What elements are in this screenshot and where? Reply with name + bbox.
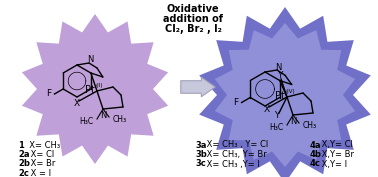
Text: H₃C: H₃C: [79, 116, 93, 125]
Polygon shape: [199, 7, 371, 177]
Text: 3c: 3c: [195, 159, 206, 169]
Text: Cl₂, Br₂ , I₂: Cl₂, Br₂ , I₂: [164, 24, 222, 34]
Text: 3b: 3b: [195, 150, 207, 159]
Text: 4a: 4a: [310, 141, 322, 150]
Text: X= CH₃ ,Y= I: X= CH₃ ,Y= I: [204, 159, 260, 169]
Text: X: X: [264, 104, 270, 113]
Text: H₃C: H₃C: [269, 122, 283, 132]
Text: Y: Y: [274, 112, 280, 121]
Text: 3a: 3a: [195, 141, 206, 150]
Text: (II): (II): [96, 83, 104, 88]
Text: F: F: [46, 90, 51, 98]
Text: X,Y= Cl: X,Y= Cl: [319, 141, 353, 150]
Text: N: N: [290, 117, 296, 126]
Text: CH₃: CH₃: [303, 121, 317, 130]
Text: 4b: 4b: [310, 150, 322, 159]
Text: X= Br: X= Br: [28, 159, 55, 169]
Text: 2b: 2b: [18, 159, 30, 169]
Text: Pt: Pt: [275, 91, 285, 101]
Text: N: N: [100, 111, 106, 120]
FancyArrowPatch shape: [181, 77, 215, 97]
Text: Pt: Pt: [85, 85, 95, 95]
Polygon shape: [215, 23, 355, 167]
Text: N: N: [87, 56, 93, 64]
Text: X= CH₃ , Y= Cl: X= CH₃ , Y= Cl: [204, 141, 269, 150]
Text: CH₃: CH₃: [113, 115, 127, 124]
Text: Oxidative: Oxidative: [167, 4, 219, 14]
Text: Y: Y: [277, 72, 283, 81]
Text: X= CH₃, Y= Br: X= CH₃, Y= Br: [204, 150, 267, 159]
Text: X: X: [74, 98, 80, 107]
Text: X= Cl: X= Cl: [28, 150, 54, 159]
Text: 4c: 4c: [310, 159, 321, 169]
Text: 2a: 2a: [18, 150, 29, 159]
Text: F: F: [234, 98, 239, 107]
Text: X,Y= Br: X,Y= Br: [319, 150, 355, 159]
Polygon shape: [22, 14, 168, 164]
Text: N: N: [275, 62, 281, 72]
Text: X,Y= I: X,Y= I: [319, 159, 347, 169]
Text: addition of: addition of: [163, 14, 223, 24]
Text: 2c: 2c: [18, 169, 29, 177]
Text: (IV): (IV): [286, 89, 296, 94]
Text: X= CH₃: X= CH₃: [23, 141, 60, 150]
Text: X = I: X = I: [28, 169, 51, 177]
Text: 1: 1: [18, 141, 24, 150]
